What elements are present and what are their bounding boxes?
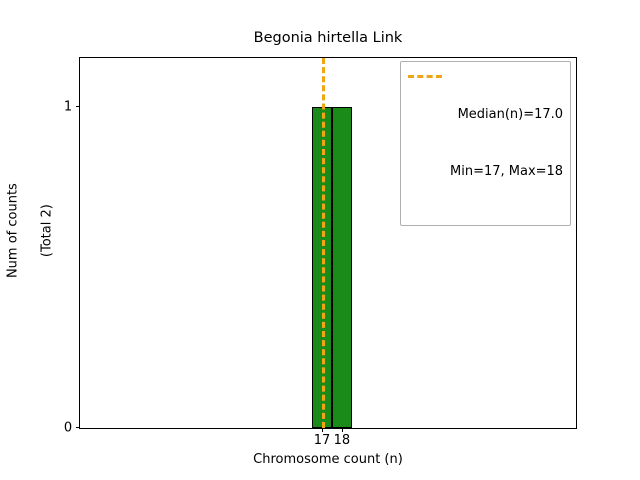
y-tick-0: 0	[64, 421, 80, 436]
x-tick-label-17: 17	[313, 433, 331, 448]
y-tick-1: 1	[64, 100, 80, 115]
y-axis-label: Num of counts (Total 2)	[0, 183, 73, 303]
legend-entry-minmax: Min=17, Max=18	[450, 164, 564, 179]
legend-entry-median: Median(n)=17.0	[457, 107, 564, 122]
plot-area: 0 1 17 18	[64, 57, 577, 448]
y-axis-label-line1: Num of counts	[5, 183, 21, 279]
chart-title: Begonia hirtella Link	[253, 30, 403, 46]
y-axis-label-wrapper: Num of counts (Total 2)	[0, 0, 60, 480]
median-line	[322, 58, 326, 428]
legend-dashed-line-icon	[408, 75, 442, 78]
x-tick-label-18: 18	[333, 433, 351, 448]
legend-text: Median(n)=17.0 Min=17, Max=18	[450, 67, 563, 219]
x-tick-18	[341, 428, 343, 432]
x-tick-17	[322, 428, 324, 432]
y-tick-label-1: 1	[63, 99, 73, 115]
y-axis-label-line2: (Total 2)	[39, 204, 55, 258]
bar-18	[332, 107, 352, 428]
y-tick-label-0: 0	[63, 420, 73, 436]
x-axis-label: Chromosome count (n)	[253, 452, 403, 467]
chart-legend: Median(n)=17.0 Min=17, Max=18	[400, 61, 572, 226]
